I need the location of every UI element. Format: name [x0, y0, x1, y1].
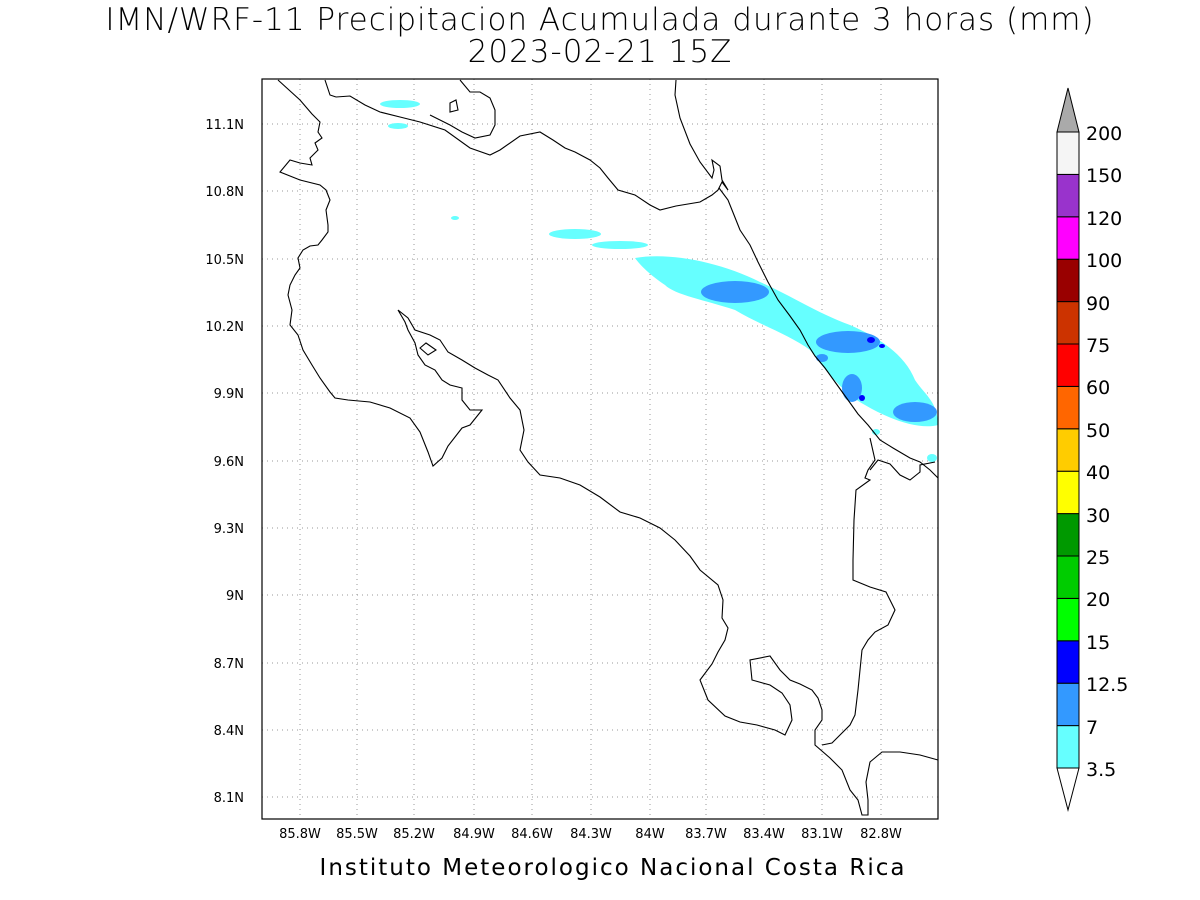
colorbar-segment	[1056, 216, 1080, 260]
colorbar-label: 3.5	[1086, 759, 1116, 781]
precip-3.5-area	[380, 100, 938, 462]
colorbar-over-arrow	[1056, 87, 1080, 133]
colorbar-label: 7	[1086, 717, 1098, 739]
lat-tick-label: 10.8N	[205, 185, 244, 200]
map-subtitle: 2023-02-21 15Z	[467, 34, 733, 70]
lat-tick-label: 9N	[226, 589, 244, 604]
colorbar-segment	[1056, 385, 1080, 430]
map-title: IMN/WRF-11 Precipitacion Acumulada duran…	[105, 2, 1095, 38]
map-grid	[262, 79, 938, 819]
colorbar-segment	[1056, 682, 1080, 727]
colorbar-segment	[1056, 173, 1080, 218]
lat-tick-label: 10.2N	[205, 320, 244, 335]
colorbar: 200 150 120 100 90 75 60 50 40 30 25 20 …	[1056, 87, 1128, 812]
colorbar-label: 60	[1086, 377, 1110, 399]
colorbar-segment	[1056, 258, 1080, 303]
colorbar-label: 15	[1086, 632, 1110, 654]
colorbar-segment	[1056, 428, 1080, 472]
colorbar-segment	[1056, 555, 1080, 599]
colorbar-label: 200	[1086, 123, 1122, 145]
lat-tick-label: 11.1N	[205, 118, 244, 133]
colorbar-segments	[1056, 131, 1080, 769]
lon-tick-label: 84.6W	[511, 827, 553, 842]
lon-tick-label: 85.5W	[336, 827, 378, 842]
lat-tick-label: 10.5N	[205, 253, 244, 268]
colorbar-label: 150	[1086, 165, 1122, 187]
lon-tick-label: 84.9W	[453, 827, 495, 842]
lon-tick-label: 83.7W	[685, 827, 727, 842]
colorbar-segment	[1056, 513, 1080, 557]
colorbar-labels: 200 150 120 100 90 75 60 50 40 30 25 20 …	[1086, 123, 1128, 781]
colorbar-segment	[1056, 725, 1080, 769]
lon-tick-label: 84.3W	[570, 827, 612, 842]
colorbar-segment	[1056, 640, 1080, 684]
colorbar-segment	[1056, 470, 1080, 515]
colorbar-label: 12.5	[1086, 674, 1128, 696]
map-frame	[261, 78, 939, 820]
colorbar-label: 30	[1086, 505, 1110, 527]
colorbar-label: 120	[1086, 208, 1122, 230]
colorbar-label: 40	[1086, 462, 1110, 484]
colorbar-label: 20	[1086, 589, 1110, 611]
coastline-borders	[277, 79, 939, 816]
colorbar-segment	[1056, 301, 1080, 345]
colorbar-segment	[1056, 597, 1080, 642]
colorbar-label: 100	[1086, 250, 1122, 272]
lat-tick-label: 9.3N	[214, 522, 244, 537]
lon-tick-label: 82.8W	[860, 827, 902, 842]
colorbar-label: 25	[1086, 547, 1110, 569]
lon-tick-label: 83.4W	[743, 827, 785, 842]
lat-tick-label: 9.6N	[214, 455, 244, 470]
lat-tick-label: 8.1N	[214, 791, 244, 806]
lat-tick-label: 8.4N	[214, 724, 244, 739]
longitude-labels: 85.8W 85.5W 85.2W 84.9W 84.6W 84.3W 84W …	[279, 827, 902, 842]
lon-tick-label: 85.2W	[393, 827, 435, 842]
precip-shading	[380, 100, 938, 462]
lon-tick-label: 83.1W	[801, 827, 843, 842]
lat-tick-label: 9.9N	[214, 387, 244, 402]
colorbar-segment	[1056, 343, 1080, 387]
map-footer-credit: Instituto Meteorologico Nacional Costa R…	[319, 855, 907, 881]
colorbar-segment	[1056, 131, 1080, 175]
colorbar-label: 50	[1086, 420, 1110, 442]
lon-tick-label: 84W	[635, 827, 665, 842]
precip-12.5-area	[859, 337, 885, 401]
latitude-labels: 11.1N 10.8N 10.5N 10.2N 9.9N 9.6N 9.3N 9…	[205, 118, 244, 806]
colorbar-label: 90	[1086, 293, 1110, 315]
lon-tick-label: 85.8W	[279, 827, 321, 842]
precip-7-area	[701, 281, 937, 422]
lat-tick-label: 8.7N	[214, 657, 244, 672]
colorbar-under-arrow	[1056, 767, 1080, 812]
colorbar-label: 75	[1086, 335, 1110, 357]
